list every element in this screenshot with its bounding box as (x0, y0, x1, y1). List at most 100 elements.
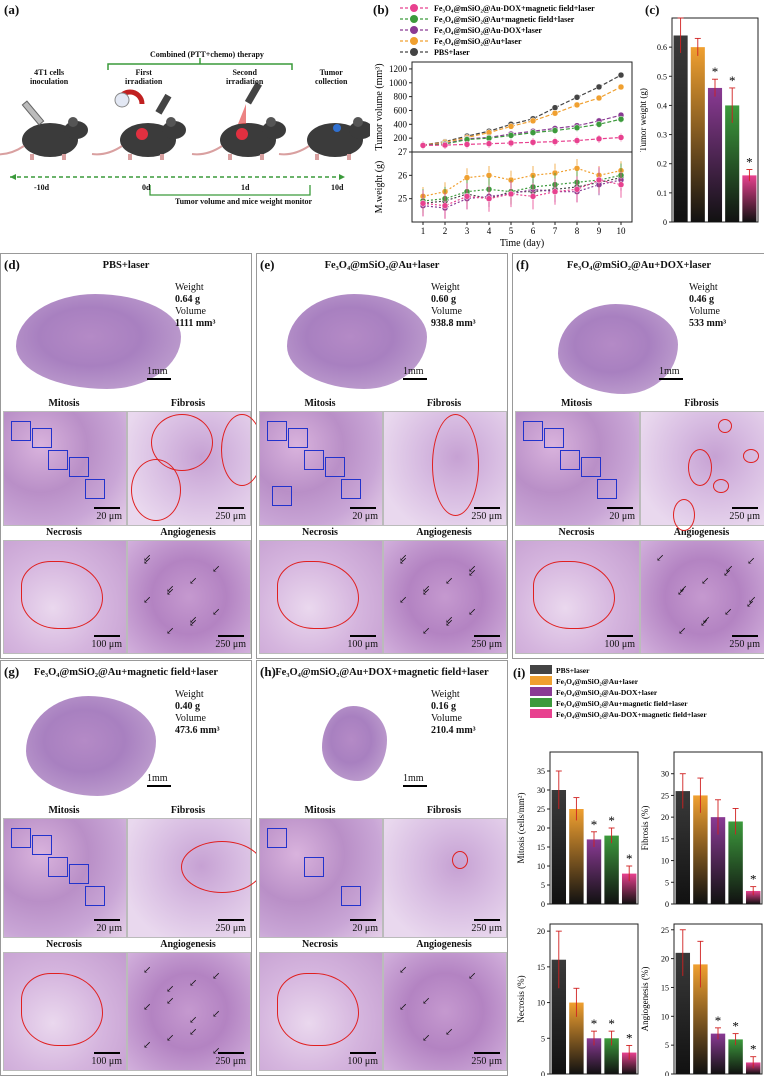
fibrosis-caption: Fibrosis (170, 805, 206, 816)
scale-label: 20 μm (352, 922, 378, 934)
x-tick-label: 5 (509, 226, 514, 236)
scale-label: 250 μm (471, 510, 502, 522)
info-label: Weight (431, 282, 460, 293)
legend-marker (410, 48, 418, 56)
scale-label: 20 μm (96, 510, 122, 522)
data-point (507, 190, 515, 198)
scale-bar (350, 918, 376, 921)
mitosis-marker-box (560, 450, 580, 470)
vessel-arrow-icon: ↙ (748, 595, 757, 606)
data-point (485, 140, 493, 147)
fibrosis-caption: Fibrosis (426, 805, 462, 816)
legend-label: Fe₃O₄@mSiO₂@Au+magnetic field+laser (556, 699, 688, 708)
mitosis-marker-box (11, 828, 31, 848)
scale-label: 100 μm (347, 639, 378, 650)
scale-label: 100 μm (91, 1056, 122, 1067)
scale-bar (474, 635, 500, 637)
series-line-1 (422, 177, 622, 204)
bar-4 (604, 835, 619, 904)
syringe-icon (21, 100, 45, 126)
mitosis-marker-box (69, 457, 89, 477)
vessel-arrow-icon: ↙ (143, 556, 152, 567)
fibrosis-outline (452, 851, 468, 869)
vessel-arrow-icon: ↙ (422, 587, 431, 598)
vessel-arrow-icon: ↙ (700, 618, 709, 629)
scale-bar (403, 378, 427, 380)
data-point (485, 172, 493, 179)
y-tick-label: 5 (665, 878, 669, 887)
data-point (507, 132, 515, 139)
data-point (551, 138, 559, 145)
mitosis-caption: Mitosis (560, 398, 593, 409)
legend-label: Fe₃O₄@mSiO₂@Au-DOX+laser (556, 688, 658, 697)
significance-star: * (746, 155, 753, 170)
vessel-arrow-icon: ↙ (212, 1008, 221, 1020)
vessel-arrow-icon: ↙ (702, 614, 711, 626)
data-point (595, 176, 603, 184)
weight-volume-info: Weight 0.60 g Volume 938.8 mm³ (431, 282, 501, 330)
bar-3 (586, 1038, 602, 1074)
x-tick-label: 4 (487, 226, 492, 236)
scale-label: 20 μm (352, 510, 378, 522)
data-point (551, 109, 559, 117)
scale-bar (218, 1052, 244, 1054)
necrosis-outline (21, 560, 103, 629)
mitosis-marker-box (544, 428, 564, 448)
y-tick-label: 27 (398, 147, 408, 157)
histology-panel-e: (e) Fe₃O₄@mSiO₂@Au+laser Weight 0.60 g Volum… (256, 253, 508, 659)
angiogenesis-image: 250 μm (383, 539, 507, 654)
legend-label: PBS+laser (434, 48, 470, 57)
vessel-arrow-icon: ↙ (422, 995, 431, 1007)
vessel-arrow-icon: ↙ (723, 567, 732, 579)
scale-label: 100 μm (91, 639, 122, 650)
significance-star: * (750, 1042, 757, 1057)
scale-bar (218, 918, 244, 921)
fibrosis-outline (688, 449, 712, 486)
mitosis-marker-box (597, 479, 617, 499)
fibrosis-outline (743, 449, 759, 463)
legend-swatch (530, 676, 552, 685)
magnet-icon (114, 89, 145, 108)
fibrosis-outline (131, 459, 181, 521)
laser-icon (155, 81, 262, 124)
data-point (595, 121, 603, 128)
vessel-arrow-icon: ↙ (189, 618, 198, 629)
vessel-arrow-icon: ↙ (212, 606, 221, 618)
vessel-arrow-icon: ↙ (166, 1033, 175, 1044)
bar-1 (551, 959, 567, 1074)
angiogenesis-image: 250 μm (127, 539, 251, 654)
y-tick-label: 0.1 (657, 189, 667, 198)
mitosis-marker-box (325, 457, 345, 477)
tumor-section-image (16, 294, 181, 389)
data-point (463, 193, 471, 200)
y-tick-label: 20 (537, 824, 545, 833)
bar-1 (551, 790, 567, 904)
vessel-arrow-icon: ↙ (399, 964, 408, 976)
scale-label: 250 μm (215, 639, 246, 650)
significance-star: * (591, 1016, 598, 1031)
timeline-10: 10d (331, 183, 344, 192)
vessel-arrow-icon: ↙ (422, 626, 431, 637)
data-point (551, 104, 559, 111)
weight-volume-info: Weight 0.40 g Volume 473.6 mm³ (175, 689, 245, 737)
legend-label: Fe₃O₄@mSiO₂@Au+magnetic field+laser (434, 15, 575, 24)
y-axis-label: Necrosis (%) (516, 975, 526, 1022)
scale-label: 250 μm (215, 510, 246, 522)
scale-bar (403, 785, 427, 787)
bar-2 (690, 47, 705, 223)
legend-marker (410, 15, 418, 23)
fibrosis-caption: Fibrosis (426, 398, 462, 409)
significance-star: * (608, 813, 615, 828)
mouse-4 (278, 117, 370, 160)
bar-5 (621, 1052, 637, 1074)
y-tick-label: 0 (541, 900, 545, 909)
data-point (507, 139, 515, 147)
necrosis-caption: Necrosis (302, 938, 338, 950)
vessel-arrow-icon: ↙ (166, 984, 175, 995)
vessel-arrow-icon: ↙ (445, 1026, 454, 1038)
panel-title: Fe₃O₄@mSiO₂@Au+laser (324, 260, 440, 271)
y-tick-label: 1000 (389, 78, 408, 88)
scale-label: 100 μm (347, 1056, 378, 1067)
histology-panel-h: (h) Fe₃O₄@mSiO₂@Au+DOX+magnetic field+las… (256, 660, 508, 1076)
bar-5 (745, 890, 761, 904)
